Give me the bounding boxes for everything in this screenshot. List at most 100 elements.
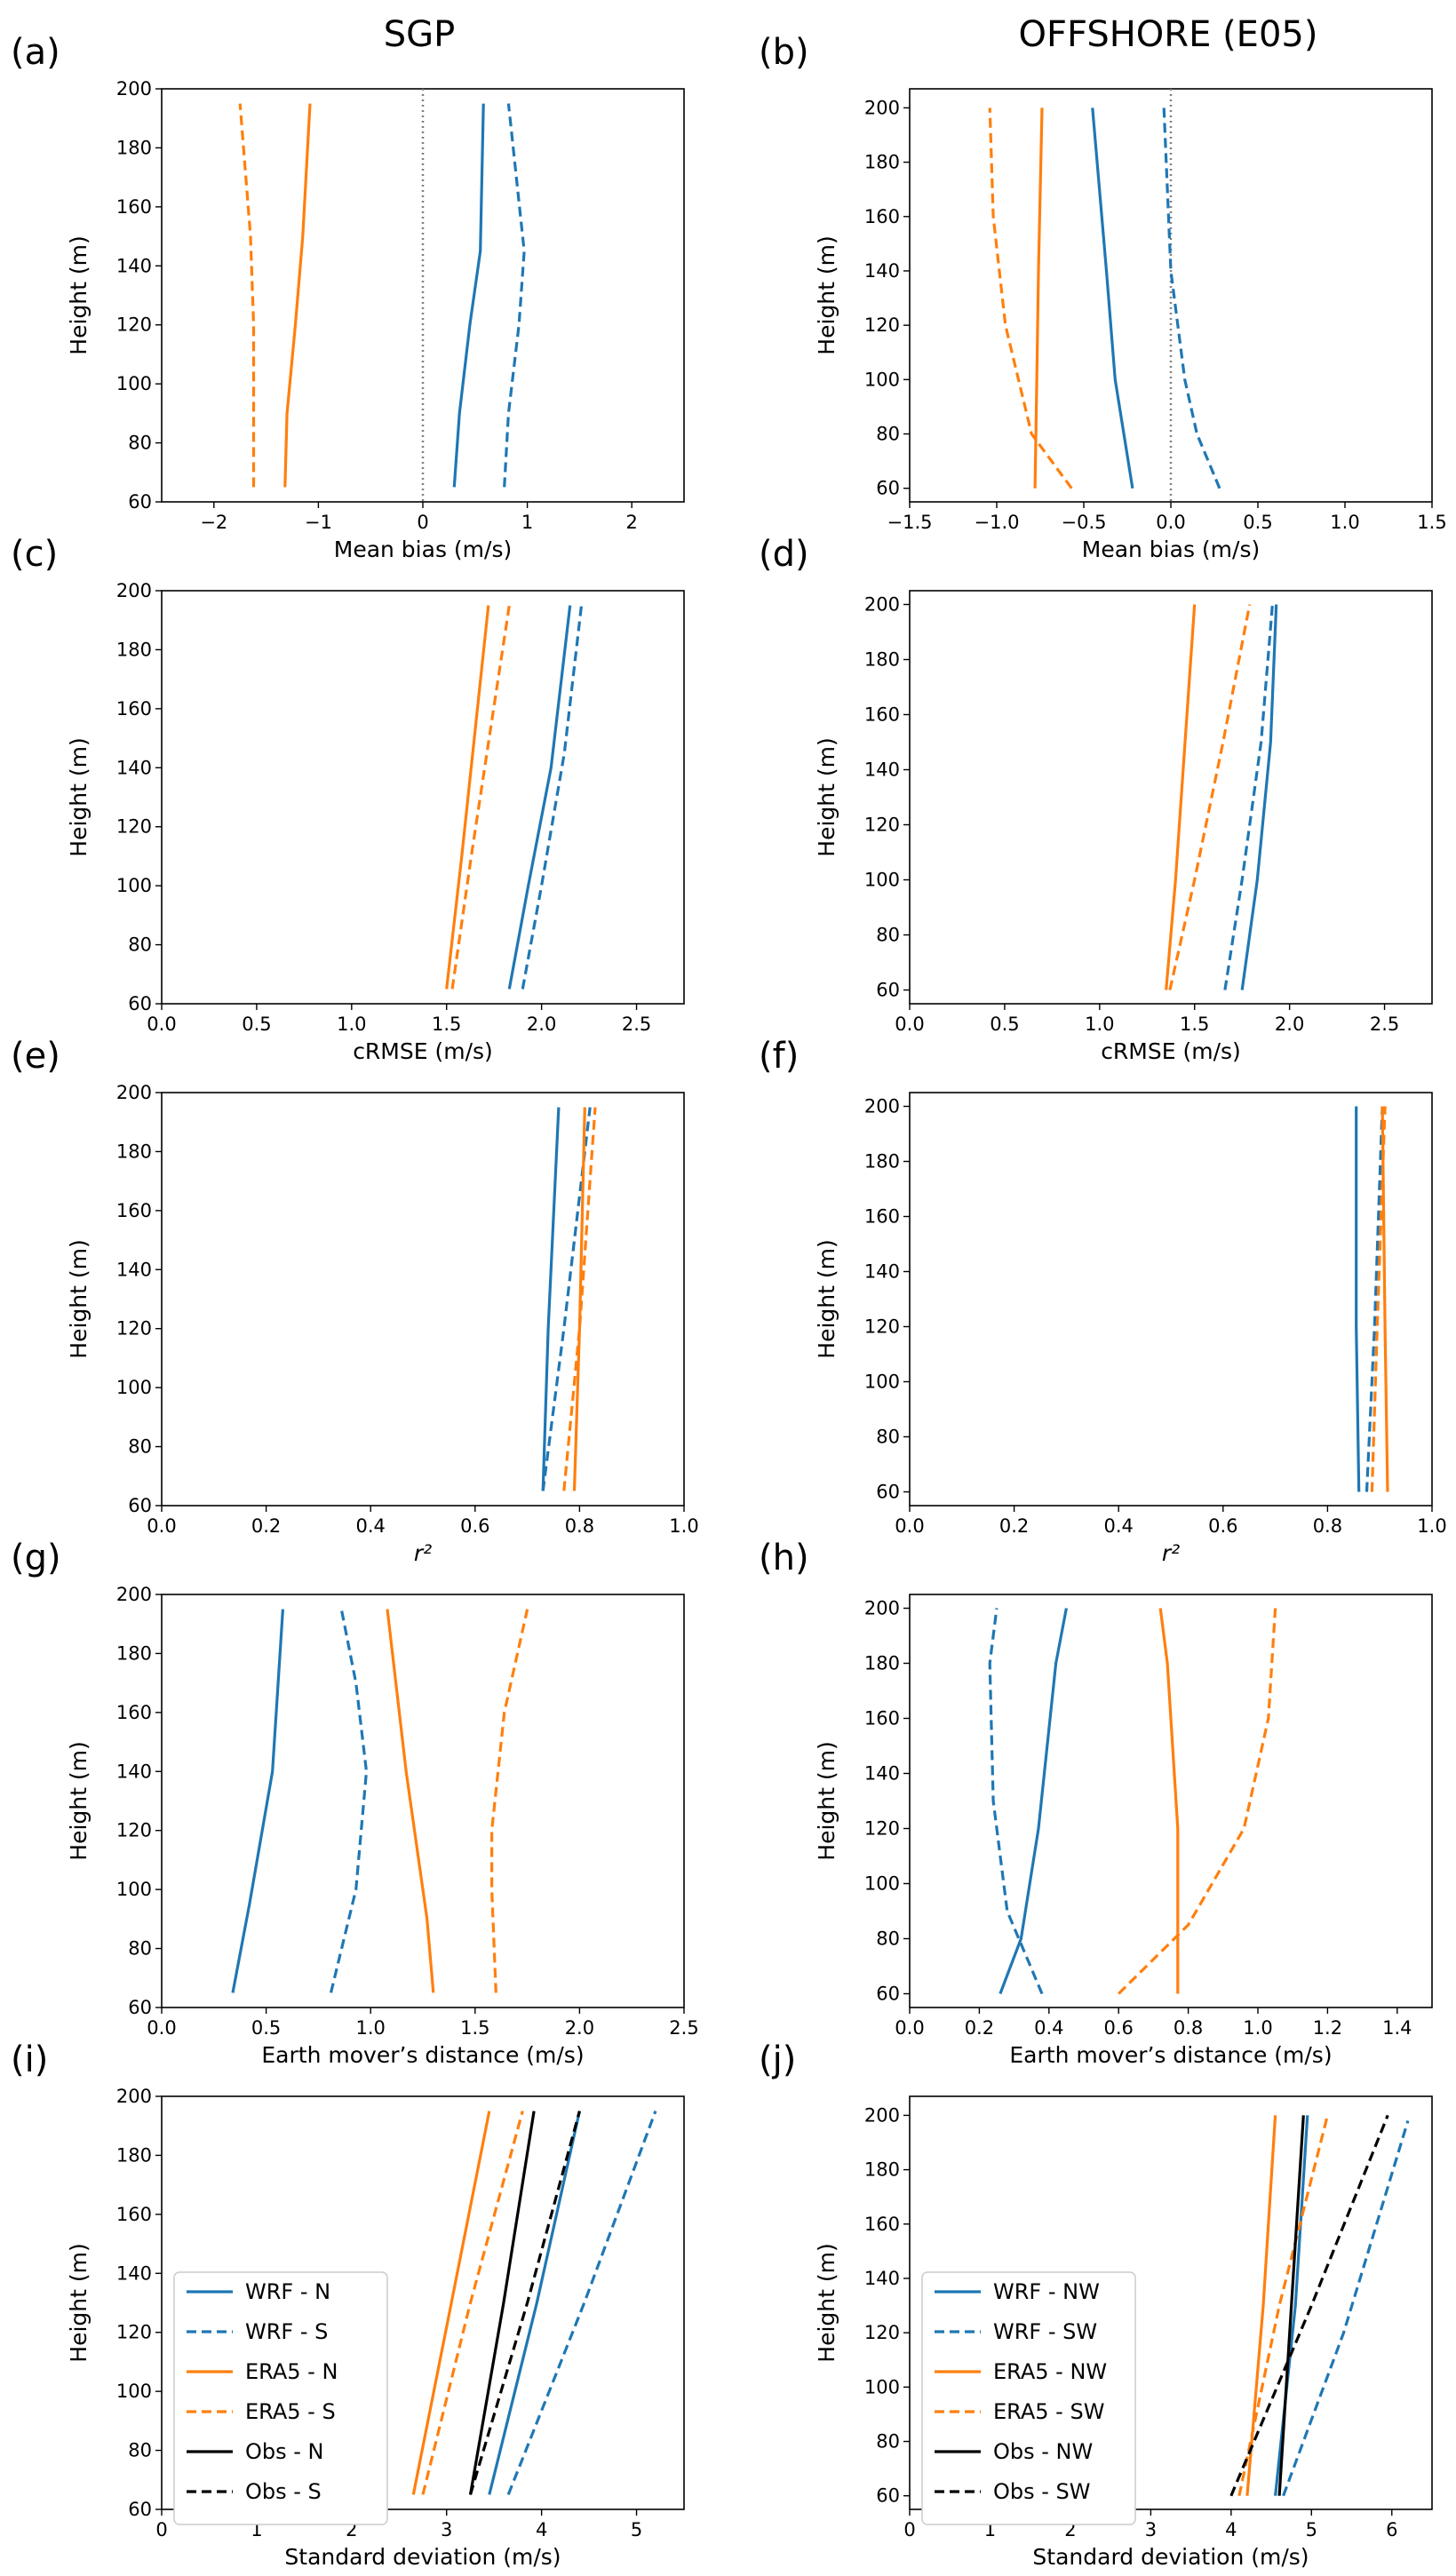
y-tick-label: 140 — [864, 759, 900, 781]
y-tick-label: 200 — [864, 1598, 900, 1619]
series-line-era5-n — [445, 605, 490, 990]
series-line-wrf-s — [541, 1107, 592, 1491]
series-line-era5-sw — [988, 107, 1073, 489]
panel-letter-g: (g) — [11, 1538, 61, 1578]
y-tick-label: 100 — [116, 2381, 152, 2402]
y-tick-label: 100 — [116, 1377, 152, 1398]
y-tick-label: 100 — [864, 1371, 900, 1393]
y-tick-label: 60 — [128, 993, 152, 1014]
x-axis-title: Earth mover’s distance (m/s) — [1009, 2042, 1332, 2068]
axes-frame-g — [161, 1594, 685, 2008]
series-line-era5-n — [283, 103, 312, 488]
y-tick-label: 140 — [116, 1259, 152, 1280]
x-axis-title: Mean bias (m/s) — [1082, 537, 1260, 562]
series-line-wrf-sw — [1365, 1106, 1384, 1492]
y-tick-label: 60 — [876, 980, 900, 1001]
panel-b: (b) −1.5 −1.0 −0.5 0.0 0.5 1.0 1.5 60 80 100 120 140… — [759, 32, 1447, 562]
y-tick-label: 180 — [116, 639, 152, 660]
y-tick-label: 180 — [864, 649, 900, 671]
x-tick-label: 0.0 — [895, 1014, 924, 1035]
y-axis-title: Height (m) — [66, 235, 91, 354]
y-tick-label: 140 — [116, 757, 152, 778]
x-tick-label: 1.0 — [1243, 2017, 1272, 2039]
x-tick-label: 0.2 — [999, 1515, 1029, 1537]
panel-letter-b: (b) — [759, 32, 809, 73]
y-tick-label: 180 — [116, 137, 152, 158]
x-tick-label: 0.2 — [251, 1515, 281, 1537]
x-tick-label: 0.8 — [1174, 2017, 1203, 2039]
y-tick-label: 180 — [864, 1653, 900, 1674]
x-tick-label: 1.2 — [1313, 2017, 1342, 2039]
x-tick-label: 0 — [417, 512, 428, 533]
x-tick-label: 1.5 — [432, 1014, 461, 1035]
y-tick-label: 160 — [116, 1200, 152, 1221]
y-tick-label: 100 — [864, 2376, 900, 2397]
y-tick-label: 160 — [116, 1702, 152, 1723]
series-line-wrf-nw — [1240, 604, 1278, 990]
y-tick-label: 80 — [128, 2440, 152, 2461]
legend-label: Obs - NW — [993, 2439, 1093, 2464]
axes-frame-f — [909, 1092, 1433, 1507]
y-tick-label: 200 — [116, 78, 152, 99]
x-tick-label: 2.0 — [1275, 1014, 1304, 1035]
y-tick-label: 160 — [864, 1708, 900, 1729]
x-axis-title: Standard deviation (m/s) — [1032, 2544, 1309, 2570]
x-axis-title: r² — [414, 1540, 432, 1566]
y-tick-label: 180 — [864, 152, 900, 173]
panel-letter-i: (i) — [11, 2039, 48, 2080]
x-tick-label: 0.5 — [242, 1014, 271, 1035]
legend-i: WRF - N WRF - S ERA5 - N ERA5 - S Obs - N Obs… — [173, 2271, 388, 2525]
panel-i: (i)0 1 2 3 4 56080100120140160180200Standard … — [11, 2039, 685, 2570]
x-tick-label: 0.5 — [1243, 512, 1272, 533]
series-line-wrf-n — [488, 2111, 581, 2495]
y-tick-label: 60 — [876, 2485, 900, 2507]
y-tick-label: 140 — [116, 1761, 152, 1782]
x-axis-title: Mean bias (m/s) — [334, 537, 512, 562]
legend-label: Obs - SW — [993, 2479, 1091, 2504]
y-tick-label: 180 — [116, 1642, 152, 1664]
series-line-wrf-nw — [999, 1608, 1068, 1995]
x-tick-label: 2.0 — [527, 1014, 556, 1035]
series-line-era5-nw — [1245, 2115, 1277, 2496]
x-tick-label: 1.0 — [1330, 512, 1359, 533]
y-tick-label: 120 — [864, 1818, 900, 1840]
series-line-era5-nw — [1158, 1608, 1180, 1994]
series-line-era5-n — [572, 1107, 586, 1491]
series-line-wrf-sw — [1223, 604, 1274, 990]
y-tick-label: 180 — [864, 2159, 900, 2181]
y-axis-title: Height (m) — [814, 1741, 839, 1860]
series-line-era5-s — [421, 2111, 524, 2495]
x-axis-title: cRMSE (m/s) — [353, 1038, 493, 1064]
x-tick-label: 5 — [631, 2519, 642, 2540]
x-tick-label: 0.5 — [251, 2017, 281, 2039]
y-tick-label: 100 — [116, 875, 152, 896]
y-tick-label: 160 — [864, 704, 900, 726]
y-tick-label: 200 — [116, 580, 152, 601]
x-tick-label: 3 — [1145, 2519, 1157, 2540]
axes-frame-d — [909, 590, 1433, 1005]
y-tick-label: 140 — [864, 1763, 900, 1785]
x-tick-label: 2.5 — [1370, 1014, 1399, 1035]
series-line-era5-sw — [1237, 2115, 1329, 2497]
y-tick-label: 120 — [116, 314, 152, 336]
panel-c: (c) 0.0 0.5 1.0 1.5 2.0 2.5 60 80 100 120 140 160 180… — [11, 534, 685, 1064]
y-tick-label: 80 — [128, 1938, 152, 1960]
column-title-offshore: OFFSHORE (E05) — [1019, 14, 1318, 55]
y-tick-label: 80 — [876, 925, 900, 946]
panel-letter-j: (j) — [759, 2039, 796, 2080]
y-tick-label: 180 — [864, 1151, 900, 1173]
legend-box — [173, 2271, 388, 2525]
series-line-obs-nw — [1277, 2115, 1305, 2496]
y-tick-label: 160 — [116, 196, 152, 218]
x-tick-label: 4 — [536, 2519, 547, 2540]
y-tick-label: 200 — [864, 1096, 900, 1117]
y-tick-label: 60 — [128, 1495, 152, 1516]
series-line-wrf-n — [231, 1609, 284, 1993]
x-tick-label: 0.5 — [990, 1014, 1019, 1035]
x-axis-title: r² — [1162, 1540, 1180, 1566]
x-tick-label: −0.5 — [1062, 512, 1107, 533]
y-tick-label: 140 — [864, 1261, 900, 1283]
x-tick-label: 2.5 — [622, 1014, 651, 1035]
series-line-era5-n — [386, 1609, 435, 1993]
